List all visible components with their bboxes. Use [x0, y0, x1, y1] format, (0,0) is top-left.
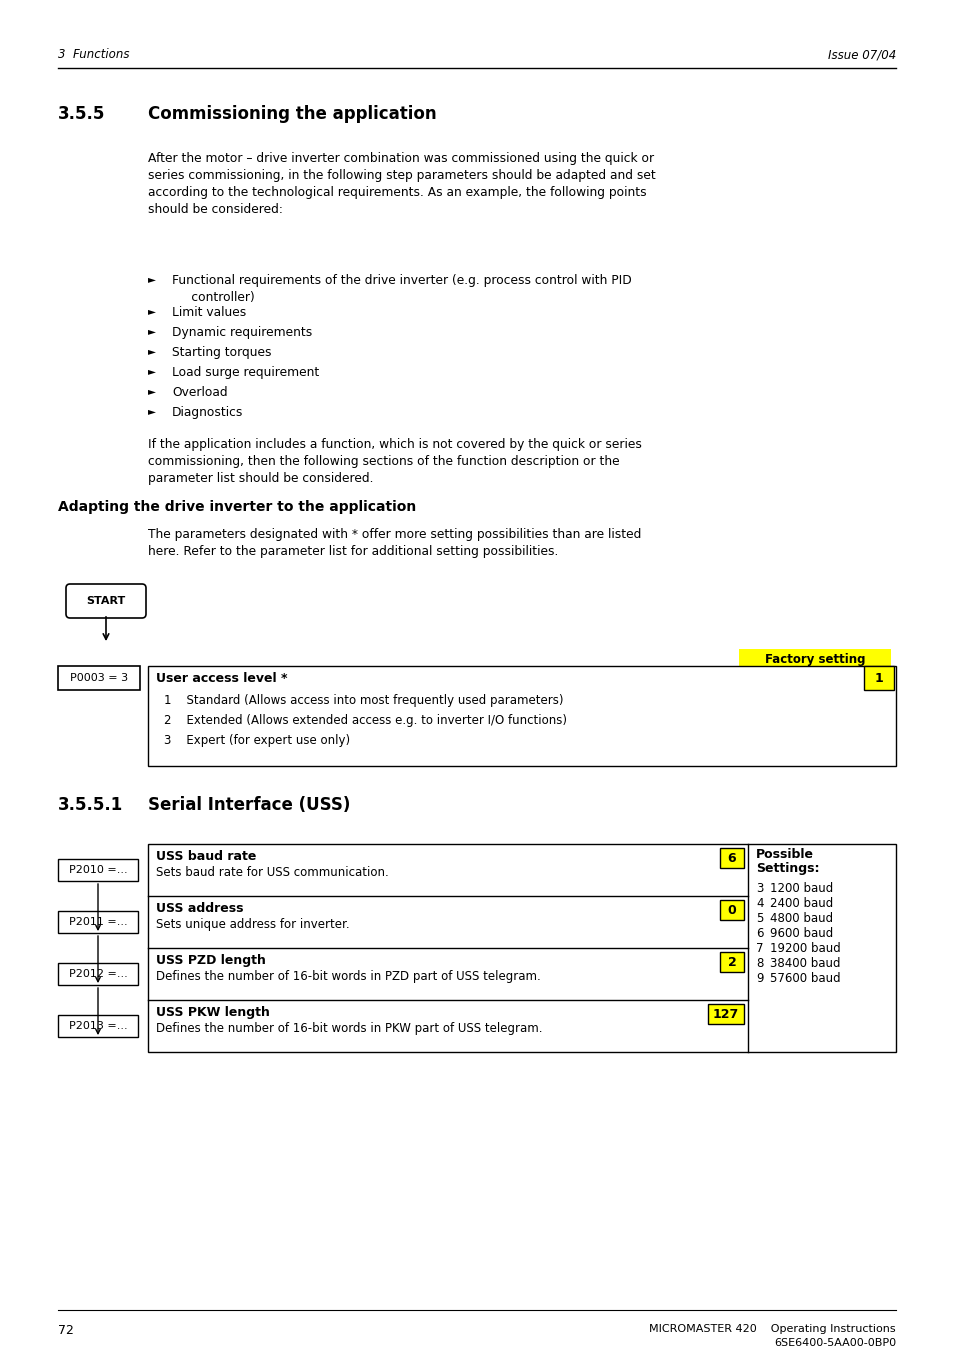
Text: Functional requirements of the drive inverter (e.g. process control with PID
   : Functional requirements of the drive inv…	[172, 274, 631, 304]
Text: ►: ►	[148, 274, 156, 284]
Bar	[148, 844, 895, 1052]
Text: START: START	[87, 596, 126, 607]
Text: 19200 baud: 19200 baud	[769, 942, 840, 955]
Text: 0: 0	[727, 904, 736, 916]
Text: Serial Interface (USS): Serial Interface (USS)	[148, 796, 350, 815]
Text: 3: 3	[755, 882, 762, 894]
Text: 57600 baud: 57600 baud	[769, 971, 840, 985]
Bar	[863, 666, 893, 690]
Text: Possible: Possible	[755, 848, 813, 861]
Bar	[58, 859, 138, 881]
Text: 3.5.5: 3.5.5	[58, 105, 105, 123]
Text: Overload: Overload	[172, 386, 228, 399]
Text: 2: 2	[727, 955, 736, 969]
Text: USS PZD length: USS PZD length	[156, 954, 266, 967]
Text: Sets unique address for inverter.: Sets unique address for inverter.	[156, 917, 349, 931]
Text: P2010 =...: P2010 =...	[69, 865, 127, 875]
Bar	[720, 952, 743, 971]
Text: 1200 baud: 1200 baud	[769, 882, 832, 894]
Text: Defines the number of 16-bit words in PZD part of USS telegram.: Defines the number of 16-bit words in PZ…	[156, 970, 540, 984]
Text: USS baud rate: USS baud rate	[156, 850, 256, 863]
Bar	[58, 1015, 138, 1038]
Text: ►: ►	[148, 407, 156, 416]
Text: 127: 127	[712, 1008, 739, 1020]
Text: 7: 7	[755, 942, 762, 955]
Bar	[720, 848, 743, 867]
Text: 6SE6400-5AA00-0BP0: 6SE6400-5AA00-0BP0	[773, 1337, 895, 1348]
Text: 3  Functions: 3 Functions	[58, 49, 130, 61]
Text: Starting torques: Starting torques	[172, 346, 272, 359]
Text: ►: ►	[148, 326, 156, 336]
Text: 4800 baud: 4800 baud	[769, 912, 832, 925]
Text: Load surge requirement: Load surge requirement	[172, 366, 319, 380]
Text: Issue 07/04: Issue 07/04	[827, 49, 895, 61]
Text: 6: 6	[727, 851, 736, 865]
Text: The parameters designated with * offer more setting possibilities than are liste: The parameters designated with * offer m…	[148, 528, 640, 558]
Text: ►: ►	[148, 346, 156, 357]
Text: Sets baud rate for USS communication.: Sets baud rate for USS communication.	[156, 866, 388, 880]
Text: ►: ►	[148, 305, 156, 316]
Text: Limit values: Limit values	[172, 305, 246, 319]
Text: Settings:: Settings:	[755, 862, 819, 875]
Bar	[148, 666, 895, 766]
Text: P2013 =...: P2013 =...	[69, 1021, 127, 1031]
Text: P2012 =...: P2012 =...	[69, 969, 128, 979]
Text: USS address: USS address	[156, 902, 243, 915]
Text: Adapting the drive inverter to the application: Adapting the drive inverter to the appli…	[58, 500, 416, 513]
Text: ►: ►	[148, 386, 156, 396]
Text: 2    Extended (Allows extended access e.g. to inverter I/O functions): 2 Extended (Allows extended access e.g. …	[164, 713, 566, 727]
Text: 3.5.5.1: 3.5.5.1	[58, 796, 123, 815]
Text: 9: 9	[755, 971, 762, 985]
Text: 38400 baud: 38400 baud	[769, 957, 840, 970]
Text: After the motor – drive inverter combination was commissioned using the quick or: After the motor – drive inverter combina…	[148, 153, 655, 216]
Text: Dynamic requirements: Dynamic requirements	[172, 326, 312, 339]
Text: P0003 = 3: P0003 = 3	[70, 673, 128, 684]
Bar	[58, 911, 138, 934]
Bar	[707, 1004, 743, 1024]
FancyBboxPatch shape	[739, 648, 890, 671]
Text: 5: 5	[755, 912, 762, 925]
Text: 1: 1	[874, 671, 882, 685]
Text: 4: 4	[755, 897, 762, 911]
Text: MICROMASTER 420    Operating Instructions: MICROMASTER 420 Operating Instructions	[649, 1324, 895, 1333]
Text: Commissioning the application: Commissioning the application	[148, 105, 436, 123]
Text: Factory setting: Factory setting	[764, 654, 864, 666]
Text: 1    Standard (Allows access into most frequently used parameters): 1 Standard (Allows access into most freq…	[164, 694, 563, 707]
Text: ►: ►	[148, 366, 156, 376]
Text: User access level *: User access level *	[156, 671, 287, 685]
Bar	[720, 900, 743, 920]
Text: Diagnostics: Diagnostics	[172, 407, 243, 419]
Text: USS PKW length: USS PKW length	[156, 1006, 270, 1019]
Text: 6: 6	[755, 927, 762, 940]
Bar	[58, 666, 140, 690]
Text: 3    Expert (for expert use only): 3 Expert (for expert use only)	[164, 734, 350, 747]
Text: If the application includes a function, which is not covered by the quick or ser: If the application includes a function, …	[148, 438, 641, 485]
Text: 72: 72	[58, 1324, 73, 1337]
Text: 2400 baud: 2400 baud	[769, 897, 832, 911]
Text: 8: 8	[755, 957, 762, 970]
Bar	[58, 963, 138, 985]
FancyBboxPatch shape	[66, 584, 146, 617]
Text: P2011 =...: P2011 =...	[69, 917, 127, 927]
Text: Defines the number of 16-bit words in PKW part of USS telegram.: Defines the number of 16-bit words in PK…	[156, 1021, 542, 1035]
Text: 9600 baud: 9600 baud	[769, 927, 832, 940]
